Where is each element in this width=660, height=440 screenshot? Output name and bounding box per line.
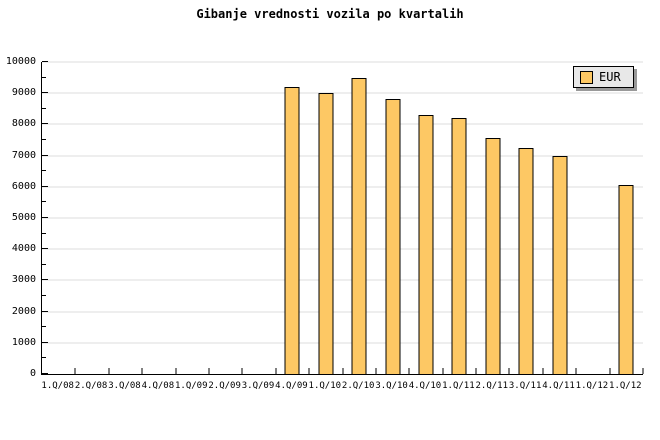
plot-area — [41, 61, 644, 375]
bar — [485, 138, 501, 374]
bar — [518, 147, 534, 374]
y-axis-major-tick — [42, 123, 48, 125]
x-axis-tick — [642, 368, 644, 374]
legend: EUR — [573, 66, 634, 88]
x-axis-label: 3.Q/08 — [108, 381, 141, 391]
y-axis-major-tick — [42, 373, 48, 374]
gridline — [42, 248, 643, 250]
y-axis-label: 9000 — [11, 87, 36, 99]
gridline — [42, 217, 643, 219]
x-axis-tick — [508, 368, 510, 374]
y-axis-label: 2000 — [11, 305, 36, 317]
y-axis-major-tick — [42, 154, 48, 156]
gridline — [42, 61, 643, 63]
y-axis-major-tick — [42, 61, 48, 62]
y-axis-minor-tick — [42, 357, 46, 359]
y-axis-major-tick — [42, 217, 48, 218]
x-axis-label: 1.Q/12 — [609, 381, 642, 391]
x-axis-label: 3.Q/10 — [375, 381, 408, 391]
legend-label: EUR — [599, 70, 621, 84]
x-axis-label: 1.Q/12 — [575, 381, 609, 391]
x-axis-tick — [108, 368, 110, 374]
x-axis-tick — [375, 368, 377, 374]
y-axis-label: 7000 — [11, 149, 36, 161]
gridline — [42, 123, 643, 125]
y-axis-minor-tick — [42, 295, 46, 296]
bar — [618, 185, 634, 374]
gridline — [42, 342, 643, 344]
y-axis-labels: 0 1000 2000 3000 4000 5000 6000 7000 8000 9000 100… — [0, 57, 36, 379]
bar — [385, 99, 401, 374]
y-axis-minor-tick — [42, 76, 46, 78]
x-axis-label: 2.Q/10 — [341, 381, 375, 391]
bar — [351, 77, 367, 374]
x-axis-label: 1.Q/09 — [174, 381, 208, 391]
gridline — [42, 186, 643, 188]
x-axis-tick — [275, 368, 277, 374]
bar — [284, 86, 300, 374]
y-axis-minor-tick — [42, 232, 46, 234]
x-axis-tick — [575, 368, 577, 374]
x-axis-label: 1.Q/11 — [442, 381, 475, 391]
x-axis-label: 4.Q/11 — [542, 381, 575, 391]
x-axis-label: 4.Q/09 — [275, 381, 308, 391]
y-axis-label: 10000 — [5, 56, 36, 67]
x-axis-label: 1.Q/08 — [41, 381, 74, 391]
y-axis-label: 1000 — [11, 336, 36, 348]
bar — [318, 93, 334, 374]
gridline — [42, 279, 643, 281]
y-axis-major-tick — [42, 279, 48, 281]
chart-title: Gibanje vrednosti vozila po kvartalih — [196, 7, 464, 21]
x-axis-tick — [542, 368, 544, 374]
x-axis-label: 3.Q/09 — [241, 381, 275, 391]
x-axis-label: 2.Q/08 — [74, 381, 108, 391]
x-axis-labels: 1.Q/08 2.Q/08 3.Q/08 4.Q/08 1.Q/09 2.Q/09 3.Q/… — [41, 381, 642, 395]
x-axis-tick — [208, 368, 210, 374]
y-axis-minor-tick — [42, 107, 46, 109]
x-axis-tick — [175, 368, 177, 374]
x-axis-tick — [442, 368, 444, 374]
y-axis-major-tick — [42, 92, 48, 94]
bar — [418, 115, 434, 374]
y-axis-label: 6000 — [11, 180, 36, 192]
y-axis-major-tick — [42, 310, 48, 312]
x-axis-tick — [74, 368, 76, 374]
gridline — [42, 311, 643, 313]
gridline — [42, 92, 643, 94]
legend-swatch-icon — [580, 70, 593, 84]
y-axis-major-tick — [42, 341, 48, 343]
y-axis-minor-tick — [42, 201, 46, 203]
x-axis-label: 1.Q/10 — [308, 381, 342, 391]
y-axis-minor-tick — [42, 263, 46, 265]
x-axis-tick — [342, 368, 343, 374]
gridline — [42, 155, 643, 157]
x-axis-tick — [609, 368, 611, 374]
y-axis-major-tick — [42, 248, 48, 250]
y-axis-label: 4000 — [11, 243, 36, 255]
bar — [451, 118, 467, 374]
y-axis-label: 0 — [29, 368, 36, 379]
y-axis-minor-tick — [42, 139, 46, 140]
bar — [552, 155, 568, 374]
x-axis-tick — [408, 368, 410, 374]
y-axis-label: 3000 — [11, 274, 36, 286]
x-axis-tick — [241, 368, 243, 374]
y-axis-major-tick — [42, 185, 48, 187]
x-axis-tick — [308, 368, 310, 374]
y-axis-minor-tick — [42, 326, 46, 328]
x-axis-label: 4.Q/10 — [408, 381, 442, 391]
x-axis-label: 4.Q/08 — [141, 381, 175, 391]
y-axis-label: 5000 — [11, 212, 36, 223]
y-axis-label: 8000 — [11, 118, 36, 130]
x-axis-tick — [475, 368, 477, 374]
x-axis-label: 2.Q/09 — [208, 381, 241, 391]
x-axis-label: 2.Q/11 — [475, 381, 509, 391]
y-axis-minor-tick — [42, 170, 46, 172]
x-axis-label: 3.Q/11 — [508, 381, 542, 391]
x-axis-tick — [141, 368, 143, 374]
